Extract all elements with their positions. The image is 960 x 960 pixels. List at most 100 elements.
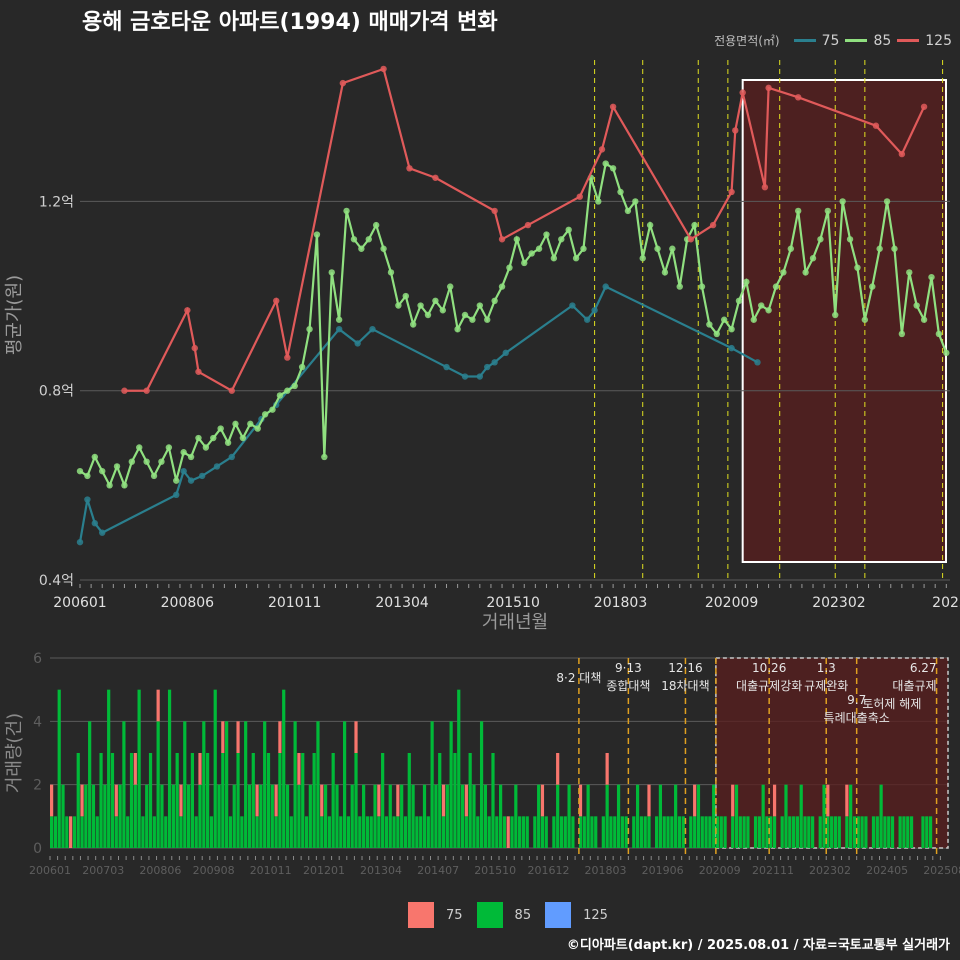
bar-75 bbox=[114, 784, 118, 817]
data-point-85 bbox=[780, 269, 787, 276]
legend-swatch-85 bbox=[845, 39, 868, 42]
bar-85 bbox=[818, 816, 822, 848]
bar-85 bbox=[460, 784, 465, 848]
data-point-85 bbox=[84, 472, 91, 480]
bar-85 bbox=[301, 753, 305, 848]
bar-75 bbox=[354, 721, 358, 753]
bar-85 bbox=[339, 816, 343, 848]
bar-75 bbox=[693, 784, 697, 817]
data-point-85 bbox=[698, 283, 706, 290]
bar-85 bbox=[658, 784, 663, 848]
bar-x-tick-label: 200703 bbox=[82, 864, 124, 877]
data-point-125 bbox=[872, 122, 880, 129]
bar-85 bbox=[559, 816, 564, 848]
y-tick-label: 0.4억 bbox=[39, 573, 74, 589]
bar-85 bbox=[753, 816, 758, 848]
bar-85 bbox=[99, 753, 103, 848]
bar-85 bbox=[571, 816, 575, 848]
data-point-125 bbox=[687, 236, 695, 243]
bar-85 bbox=[677, 816, 682, 848]
bar-85 bbox=[883, 816, 887, 848]
bar-85 bbox=[354, 753, 358, 848]
data-point-85 bbox=[306, 325, 313, 333]
data-point-75 bbox=[91, 520, 99, 527]
data-point-85 bbox=[535, 245, 543, 252]
bar-85 bbox=[342, 721, 347, 848]
data-point-85 bbox=[854, 264, 861, 271]
bar-x-tick-label: 201201 bbox=[303, 864, 345, 877]
bar-85 bbox=[681, 816, 685, 848]
data-point-125 bbox=[284, 354, 291, 361]
data-point-85 bbox=[646, 221, 654, 229]
data-point-85 bbox=[550, 255, 558, 262]
bar-y-tick-label: 2 bbox=[33, 778, 42, 794]
bar-85 bbox=[483, 784, 487, 848]
bar-85 bbox=[521, 816, 526, 848]
data-point-125 bbox=[121, 387, 128, 394]
data-point-85 bbox=[76, 467, 84, 475]
bar-85 bbox=[887, 816, 891, 848]
data-point-85 bbox=[447, 283, 454, 290]
data-point-85 bbox=[565, 226, 572, 234]
bar-85 bbox=[232, 784, 236, 848]
data-point-85 bbox=[624, 207, 632, 215]
data-point-85 bbox=[321, 453, 328, 461]
bar-x-tick-label: 201510 bbox=[474, 864, 516, 877]
bar-85 bbox=[369, 816, 373, 848]
data-point-85 bbox=[543, 231, 550, 238]
data-point-85 bbox=[498, 283, 506, 290]
data-point-75 bbox=[187, 477, 195, 484]
bar-85 bbox=[849, 784, 853, 848]
data-point-85 bbox=[180, 449, 187, 456]
data-point-125 bbox=[228, 387, 235, 394]
data-point-85 bbox=[832, 311, 839, 319]
data-point-85 bbox=[772, 283, 780, 290]
bar-85 bbox=[856, 816, 860, 848]
data-point-85 bbox=[928, 273, 935, 281]
data-point-75 bbox=[173, 491, 180, 499]
data-point-85 bbox=[706, 321, 713, 328]
bar-x-tick-label: 201906 bbox=[642, 864, 684, 877]
data-point-85 bbox=[632, 198, 639, 205]
bar-85 bbox=[148, 753, 153, 848]
x-tick-label: 202009 bbox=[705, 595, 758, 611]
bar-85 bbox=[605, 784, 609, 848]
policy-annotation: 규제완화 bbox=[804, 679, 848, 693]
bar-85 bbox=[396, 816, 400, 848]
bar-85 bbox=[323, 784, 328, 848]
data-point-85 bbox=[846, 236, 854, 243]
bar-85 bbox=[103, 784, 107, 848]
bar-85 bbox=[175, 753, 179, 848]
x-tick-label: 200806 bbox=[161, 595, 215, 611]
data-point-85 bbox=[202, 444, 210, 451]
bar-85 bbox=[457, 689, 461, 848]
data-point-85 bbox=[106, 482, 113, 489]
data-point-85 bbox=[372, 221, 380, 229]
bar-85 bbox=[772, 816, 777, 848]
bar-85 bbox=[601, 816, 605, 848]
data-point-85 bbox=[935, 330, 943, 338]
data-point-85 bbox=[313, 231, 321, 238]
data-point-85 bbox=[757, 302, 765, 309]
bar-85 bbox=[586, 784, 590, 848]
series-line-85 bbox=[79, 161, 948, 489]
data-point-125 bbox=[491, 207, 498, 215]
data-point-85 bbox=[513, 236, 521, 243]
data-point-85 bbox=[580, 245, 587, 252]
bar-85 bbox=[540, 816, 545, 848]
data-point-125 bbox=[380, 65, 387, 73]
bar-85 bbox=[807, 816, 811, 848]
data-point-75 bbox=[476, 373, 484, 380]
bar-85 bbox=[88, 721, 92, 848]
bar-85 bbox=[464, 816, 468, 848]
bar-85 bbox=[247, 784, 252, 848]
bar-85 bbox=[845, 816, 849, 848]
data-point-85 bbox=[291, 382, 298, 390]
data-point-125 bbox=[498, 236, 506, 243]
bar-85 bbox=[670, 816, 674, 848]
data-point-75 bbox=[369, 325, 376, 333]
bar-85 bbox=[61, 784, 65, 848]
y-tick-label: 0.8억 bbox=[39, 384, 74, 400]
data-point-85 bbox=[817, 236, 824, 243]
bar-85 bbox=[491, 753, 495, 848]
